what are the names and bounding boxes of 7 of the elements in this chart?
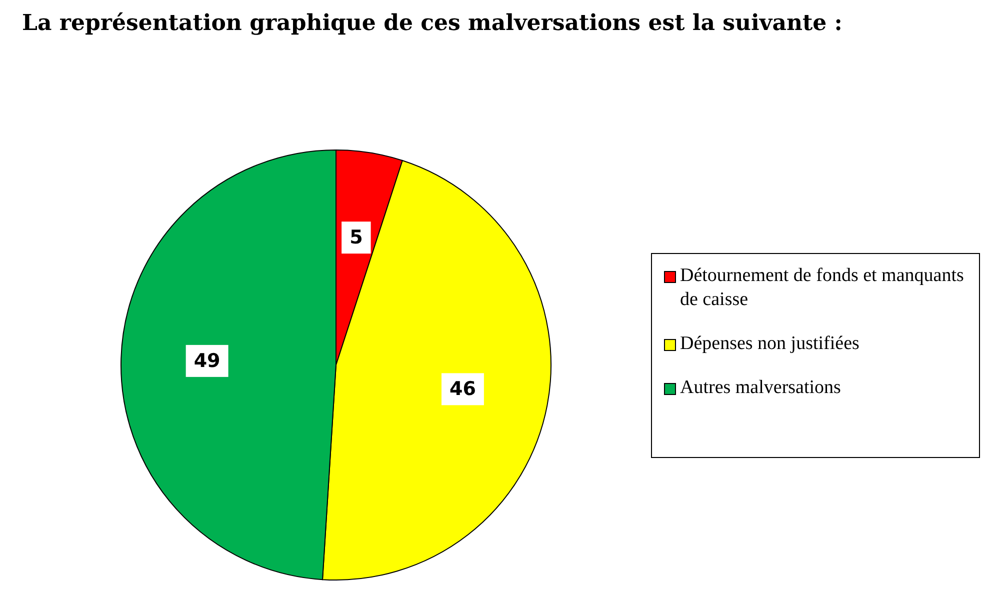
data-label: 46 <box>449 378 476 400</box>
data-label: 49 <box>194 350 220 372</box>
legend-label: Dépenses non justifiées <box>680 332 860 356</box>
data-label: 5 <box>350 226 363 249</box>
legend-label: Autres malversations <box>680 376 841 400</box>
chart-title: La représentation graphique de ces malversations est la suivante : <box>22 10 842 36</box>
legend-label: Détournement de fonds et manquants de caisse <box>680 264 965 312</box>
